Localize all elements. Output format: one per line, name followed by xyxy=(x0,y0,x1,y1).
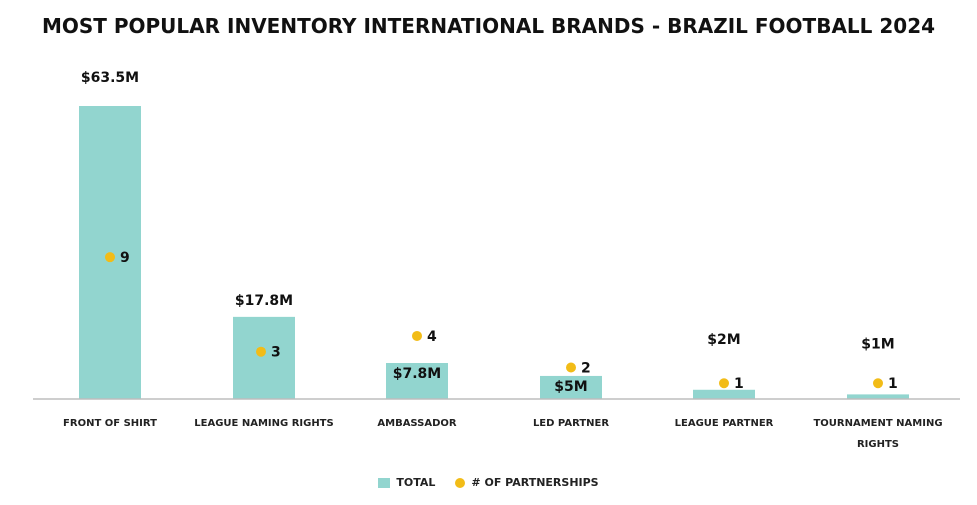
category-label: LED PARTNER xyxy=(533,418,609,429)
partnership-point xyxy=(566,362,576,373)
bar-value-label: $17.8M xyxy=(235,293,293,309)
legend-swatch-total xyxy=(378,477,391,488)
category-label: TOURNAMENT NAMING xyxy=(813,418,942,429)
partnership-value-label: 1 xyxy=(734,376,744,392)
chart-title: MOST POPULAR INVENTORY INTERNATIONAL BRA… xyxy=(41,14,936,38)
partnership-value-label: 9 xyxy=(120,250,130,266)
bar-total xyxy=(847,394,909,399)
partnership-point xyxy=(719,378,729,389)
category-label: RIGHTS xyxy=(857,439,899,450)
legend-swatch-partnerships xyxy=(455,477,466,488)
partnership-value-label: 4 xyxy=(427,329,437,345)
category-label: AMBASSADOR xyxy=(377,418,457,429)
bar-value-label: $7.8M xyxy=(393,366,441,382)
legend-label-partnerships: # OF PARTNERSHIPS xyxy=(471,476,599,489)
bar-value-label: $63.5M xyxy=(81,70,139,86)
chart-canvas: $63.5M 9 FRONT OF SHIRT $17.8M 3 LEAGUE NAMIN… xyxy=(33,70,960,450)
partnership-point xyxy=(256,346,266,357)
legend-item-partnerships: # OF PARTNERSHIPS xyxy=(455,476,599,489)
bar-total xyxy=(233,316,295,399)
legend-item-total: TOTAL xyxy=(378,476,435,489)
legend: TOTAL # OF PARTNERSHIPS xyxy=(0,476,977,489)
partnership-point xyxy=(105,252,115,263)
bar-value-label: $2M xyxy=(707,332,740,348)
category-label: LEAGUE NAMING RIGHTS xyxy=(194,418,333,429)
category-label: FRONT OF SHIRT xyxy=(63,418,157,429)
partnership-value-label: 3 xyxy=(271,345,281,361)
category-label: LEAGUE PARTNER xyxy=(675,418,774,429)
partnership-value-label: 2 xyxy=(581,360,591,376)
partnership-point xyxy=(412,330,422,341)
bar-total xyxy=(540,375,602,399)
legend-label-total: TOTAL xyxy=(396,476,436,489)
partnership-value-label: 1 xyxy=(888,376,898,392)
bar-value-label: $1M xyxy=(861,336,894,352)
bar-total xyxy=(693,389,755,399)
bar-value-label: $5M xyxy=(554,379,587,395)
partnership-point xyxy=(873,378,883,389)
bar-total xyxy=(386,363,448,399)
